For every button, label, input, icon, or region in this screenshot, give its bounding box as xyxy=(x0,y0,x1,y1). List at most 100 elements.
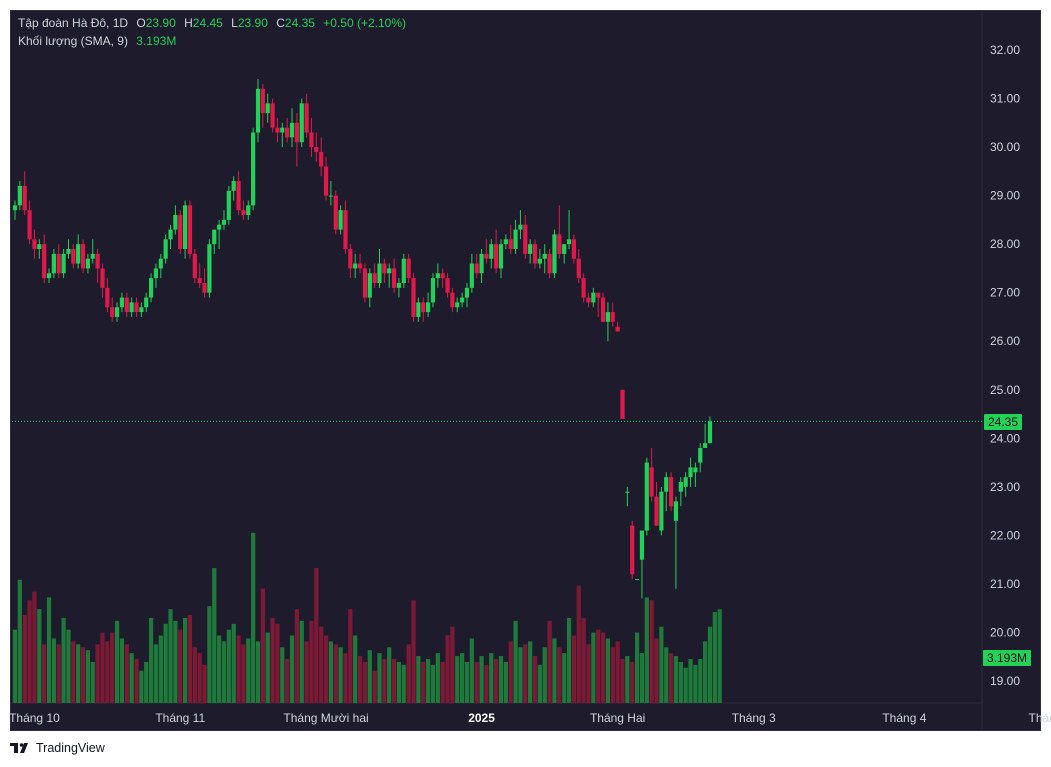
candle-body xyxy=(255,88,261,133)
candle-body xyxy=(17,185,22,206)
candle-body xyxy=(304,103,309,133)
candle-body xyxy=(236,181,241,211)
candle-body xyxy=(391,268,397,288)
candle-body xyxy=(479,253,484,274)
volume-bar xyxy=(571,635,576,703)
volume-bar xyxy=(693,664,698,703)
chart-panel[interactable] xyxy=(10,10,1041,731)
tradingview-logo-icon xyxy=(10,743,28,753)
candle-body xyxy=(110,307,115,317)
candle-body xyxy=(401,258,406,283)
volume-bar xyxy=(338,647,343,703)
candle-body xyxy=(343,210,348,250)
volume-bar xyxy=(630,661,635,703)
candle-body xyxy=(683,477,688,487)
volume-bar xyxy=(357,656,363,703)
candle-body xyxy=(221,219,227,225)
candle-body xyxy=(61,253,66,274)
volume-bar xyxy=(129,653,134,703)
volume-bar xyxy=(231,623,236,703)
volume-bar xyxy=(469,638,474,703)
volume-bar xyxy=(80,647,86,703)
candle-body xyxy=(455,302,460,308)
y-tick-label: 26.00 xyxy=(990,334,1020,348)
candle-body xyxy=(615,326,620,332)
candle-body xyxy=(562,244,567,254)
candle-body xyxy=(32,239,37,250)
volume-bar xyxy=(32,591,37,703)
candle-body xyxy=(158,258,163,269)
volume-bar xyxy=(659,626,664,703)
candle-body xyxy=(435,273,440,279)
candle-body xyxy=(581,278,586,298)
candle-body xyxy=(100,268,105,288)
brand[interactable]: TradingView xyxy=(10,741,105,755)
volume-bar xyxy=(217,635,222,703)
candle-body xyxy=(153,268,159,279)
volume-bar xyxy=(460,653,465,703)
volume-bar xyxy=(61,617,66,703)
volume-bar xyxy=(144,661,149,703)
candle-body xyxy=(42,244,47,279)
candle-body xyxy=(270,103,275,128)
volume-bar xyxy=(114,620,120,703)
volume-bar xyxy=(173,620,178,703)
volume-bar xyxy=(95,644,100,703)
candle-body xyxy=(173,215,178,230)
volume-bar xyxy=(401,664,406,703)
candle-body xyxy=(649,467,654,497)
volume-bar xyxy=(703,641,708,703)
candle-body xyxy=(134,302,139,313)
candle-body xyxy=(693,467,698,473)
candle-body xyxy=(445,278,450,293)
volume-bar xyxy=(299,620,304,703)
volume-bar xyxy=(265,632,270,703)
volume-bar xyxy=(411,600,416,703)
volume-bar xyxy=(479,656,484,703)
candle-body xyxy=(547,253,552,274)
candle-body xyxy=(362,268,368,298)
volume-bar xyxy=(430,664,436,703)
y-tick-label: 31.00 xyxy=(990,92,1020,106)
candle-body xyxy=(498,244,504,269)
candle-body xyxy=(348,249,353,269)
volume-bar xyxy=(562,653,567,703)
candle-body xyxy=(226,190,231,220)
volume-bar xyxy=(605,638,611,703)
candle-body xyxy=(114,307,120,317)
volume-bar xyxy=(139,670,144,703)
candle-body xyxy=(596,292,601,298)
volume-bar xyxy=(712,612,717,703)
volume-bar xyxy=(66,629,71,703)
volume-bar xyxy=(236,635,241,703)
x-tick-label: 2025 xyxy=(468,711,495,725)
volume-bar xyxy=(280,647,285,703)
volume-bar xyxy=(197,653,202,703)
volume-bar xyxy=(178,629,183,703)
volume-bar xyxy=(600,632,606,703)
candle-body xyxy=(144,297,149,308)
volume-bar xyxy=(416,656,421,703)
candle-body xyxy=(51,253,56,274)
x-tick-label: Tháng 3 xyxy=(732,711,776,725)
y-tick-label: 25.00 xyxy=(990,383,1020,397)
volume-bar xyxy=(158,635,163,703)
volume-bar xyxy=(523,644,528,703)
candle-body xyxy=(260,88,265,114)
volume-bar xyxy=(576,585,581,703)
y-tick-label: 32.00 xyxy=(990,43,1020,57)
volume-bar xyxy=(333,644,338,703)
candle-body xyxy=(27,210,32,240)
candle-body xyxy=(673,501,679,521)
candle-body xyxy=(212,229,217,245)
volume-bar xyxy=(362,661,368,703)
candle-body xyxy=(707,421,713,444)
candle-body xyxy=(513,229,518,250)
candle-body xyxy=(518,224,523,230)
volume-bar xyxy=(90,661,95,703)
volume-bar xyxy=(382,659,387,703)
candle-body xyxy=(71,249,76,264)
volume-bar xyxy=(654,638,659,703)
volume-bar xyxy=(183,617,188,703)
